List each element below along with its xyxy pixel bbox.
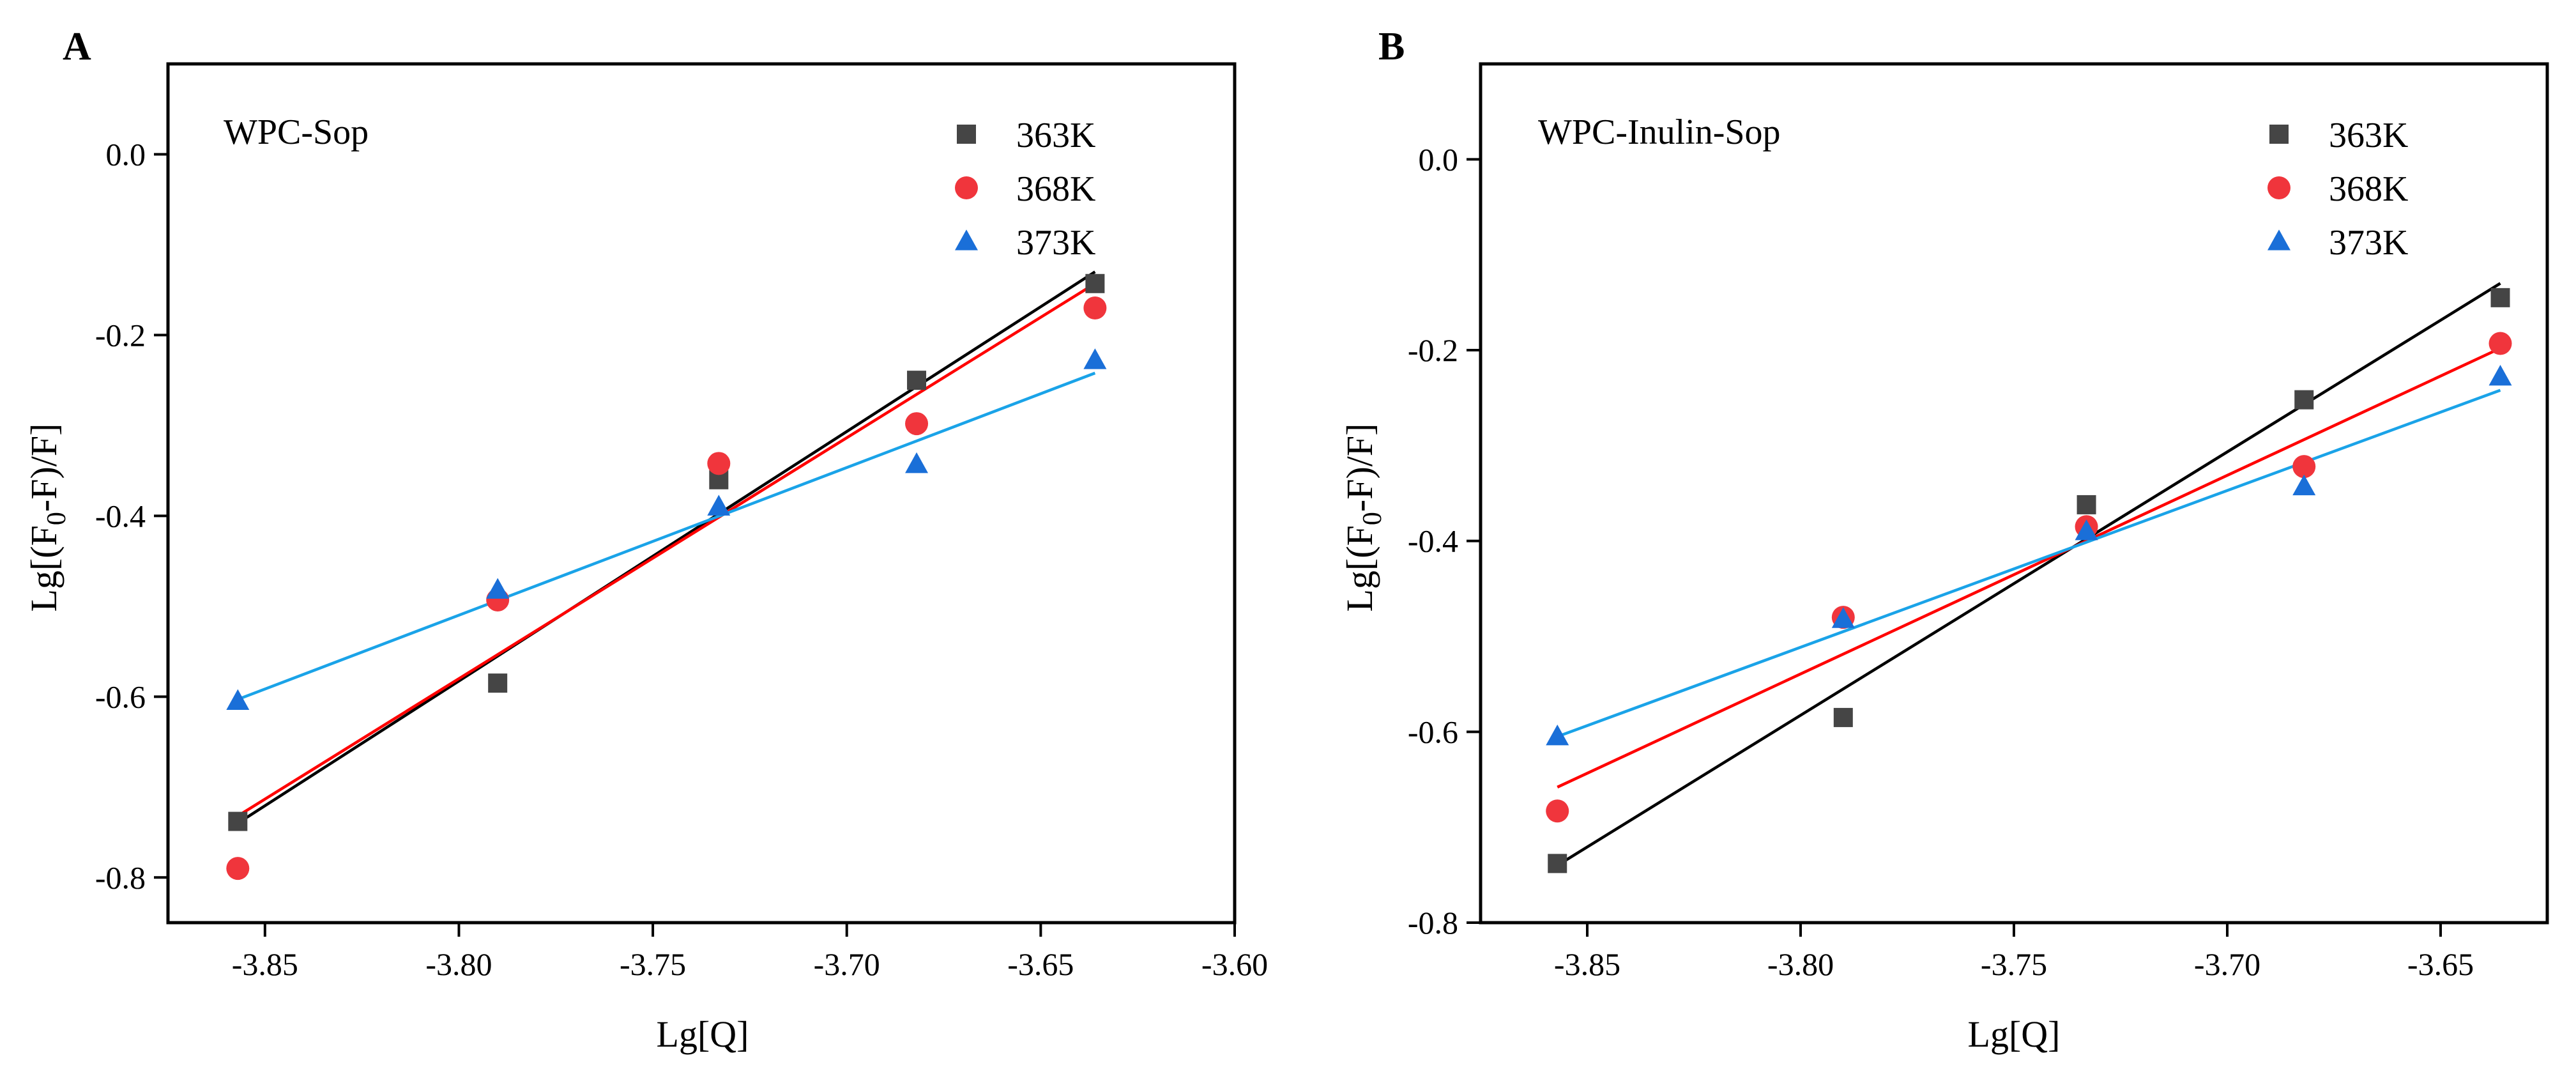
panel-b-legend-marker-373K	[2267, 229, 2290, 250]
panel-b-y-tick-label: -0.4	[1408, 523, 1458, 559]
panel-a-point-373K	[707, 495, 731, 516]
panel-b-point-363K	[2077, 495, 2096, 514]
panel-a-point-363K	[228, 811, 248, 831]
panel-b-x-tick-label: -3.75	[1981, 946, 2047, 982]
panel-b-point-373K	[1831, 607, 1855, 628]
panel-a-point-368K	[707, 452, 731, 475]
panel-a-legend-label-363K: 363K	[1016, 116, 1095, 155]
panel-a-x-tick-label: -3.60	[1201, 946, 1268, 982]
panel-b-point-363K	[2490, 288, 2510, 307]
panel-a-fit-line-368K	[237, 282, 1096, 817]
panel-a-x-tick-label: -3.85	[232, 946, 298, 982]
panel-b-point-363K	[2294, 390, 2314, 410]
panel-b-y-tick-label: -0.2	[1408, 332, 1458, 368]
panel-a-legend-marker-368K	[955, 176, 978, 199]
panel-b-fit-line-363K	[1557, 282, 2501, 867]
panel-b-y-tick-label: -0.6	[1408, 714, 1458, 749]
panel-b-y-tick-label: 0.0	[1419, 141, 1459, 177]
panel-b-plot-frame	[1479, 62, 2549, 925]
panel-b: B WPC-Inulin-Sop Lg[Q] Lg[(F0-F)/F] -3.8…	[1339, 25, 2549, 1055]
panel-a-y-tick-label: -0.8	[95, 859, 146, 895]
panel-a-point-363K	[1085, 273, 1105, 293]
panel-b-x-tick-label: -3.85	[1554, 946, 1620, 982]
panel-a: A WPC-Sop Lg[Q] Lg[(F0-F)/F] -3.85 -3.80 -…	[23, 25, 1268, 1055]
panel-b-point-368K	[1546, 799, 1569, 823]
panel-b-fit-line-368K	[1557, 346, 2501, 788]
panel-a-point-373K	[905, 452, 929, 473]
panel-b-y-axis-title: Lg[(F0-F)/F]	[1339, 424, 1387, 612]
panel-a-x-tick-label: -3.70	[814, 946, 880, 982]
panel-a-legend-marker-363K	[957, 125, 976, 144]
panel-b-x-tick-label: -3.65	[2407, 946, 2474, 982]
panel-a-point-363K	[907, 371, 927, 390]
panel-b-point-373K	[2488, 365, 2512, 386]
panel-a-fit-line-363K	[237, 270, 1096, 825]
panel-a-x-tick-label: -3.65	[1007, 946, 1074, 982]
panel-a-fit-line-373K	[237, 371, 1096, 701]
panel-a-y-tick-label: -0.2	[95, 317, 146, 353]
panel-a-legend-label-373K: 373K	[1016, 223, 1095, 263]
panel-b-legend-label-363K: 363K	[2329, 116, 2408, 155]
panel-a-letter: A	[63, 25, 91, 68]
panel-b-point-373K	[2292, 474, 2316, 496]
panel-a-y-axis-title: Lg[(F0-F)/F]	[23, 424, 72, 612]
panel-b-x-tick-label: -3.80	[1767, 946, 1834, 982]
panel-b-point-373K	[1546, 725, 1569, 746]
panel-a-y-tick-label: -0.6	[95, 679, 146, 714]
panel-a-plot-frame	[166, 62, 1237, 925]
panel-a-point-368K	[905, 412, 929, 436]
panel-a-y-tick-label: 0.0	[106, 136, 146, 172]
panel-b-title: WPC-Inulin-Sop	[1538, 112, 1781, 152]
panel-a-point-368K	[1083, 296, 1107, 319]
panel-a-legend-marker-373K	[955, 229, 978, 250]
panel-a-x-axis-title: Lg[Q]	[657, 1013, 749, 1055]
panel-a-x-tick-label: -3.75	[620, 946, 686, 982]
panel-b-fit-line-373K	[1557, 388, 2501, 738]
panel-b-letter: B	[1378, 25, 1405, 68]
panel-b-x-axis-title: Lg[Q]	[1968, 1013, 2061, 1055]
panel-b-legend-marker-368K	[2267, 176, 2290, 199]
panel-b-legend-label-368K: 368K	[2329, 169, 2408, 209]
panel-a-title: WPC-Sop	[224, 112, 369, 152]
panel-a-point-373K	[486, 578, 510, 599]
panel-a-legend-label-368K: 368K	[1016, 169, 1095, 209]
panel-a-point-363K	[488, 673, 508, 693]
panel-a-x-tick-label: -3.80	[425, 946, 492, 982]
panel-b-point-368K	[2488, 332, 2512, 355]
panel-b-legend-marker-363K	[2269, 125, 2289, 144]
panel-a-y-tick-label: -0.4	[95, 498, 146, 534]
panel-a-point-373K	[226, 689, 250, 710]
panel-b-legend-label-373K: 373K	[2329, 223, 2408, 263]
panel-a-point-373K	[1083, 348, 1107, 369]
panel-b-y-tick-label: -0.8	[1408, 905, 1458, 941]
panel-b-point-368K	[2292, 455, 2316, 479]
panel-b-point-373K	[2075, 519, 2098, 541]
panel-b-x-tick-label: -3.70	[2194, 946, 2260, 982]
panel-a-point-368K	[226, 857, 250, 880]
panel-b-point-363K	[1548, 854, 1567, 873]
panel-b-point-363K	[1833, 707, 1853, 727]
